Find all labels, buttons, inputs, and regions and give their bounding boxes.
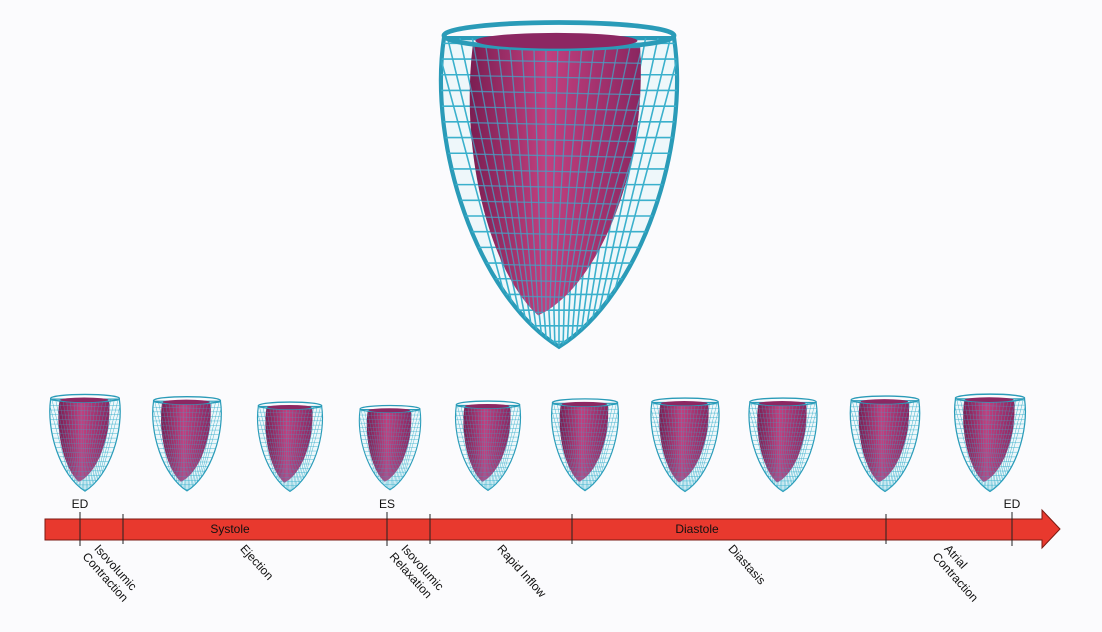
heart-model-frame xyxy=(745,395,820,493)
heart-model-frame xyxy=(951,391,1029,493)
heart-model-frame xyxy=(356,403,424,491)
interval-label: Diastasis xyxy=(725,542,768,588)
marker-label: ES xyxy=(379,497,395,511)
marker-label: ED xyxy=(1004,497,1021,511)
heart-model-frame xyxy=(452,398,524,492)
marker-label: ED xyxy=(72,497,89,511)
interval-label: Rapid Inflow xyxy=(494,542,549,601)
main-heart-model xyxy=(428,12,690,352)
interval-label-line: Rapid Inflow xyxy=(494,542,549,601)
phase-label: Systole xyxy=(210,522,250,536)
phase-label: Diastole xyxy=(675,522,719,536)
timeline: ED ES ED Systole Diastole IsovolumicContracti… xyxy=(44,497,1061,605)
heart-model-frame xyxy=(46,391,124,492)
heart-model-frame xyxy=(647,395,722,493)
heart-model-frame xyxy=(149,394,225,493)
interval-label-line: Ejection xyxy=(237,542,276,583)
interval-label: Ejection xyxy=(237,542,276,583)
heart-model-frame xyxy=(548,396,622,492)
interval-label-line: Diastasis xyxy=(725,542,768,588)
timeline-arrow xyxy=(44,508,1061,550)
heart-model-frame xyxy=(254,399,326,493)
heart-model-frame xyxy=(847,393,924,493)
heart-models xyxy=(46,12,1029,493)
